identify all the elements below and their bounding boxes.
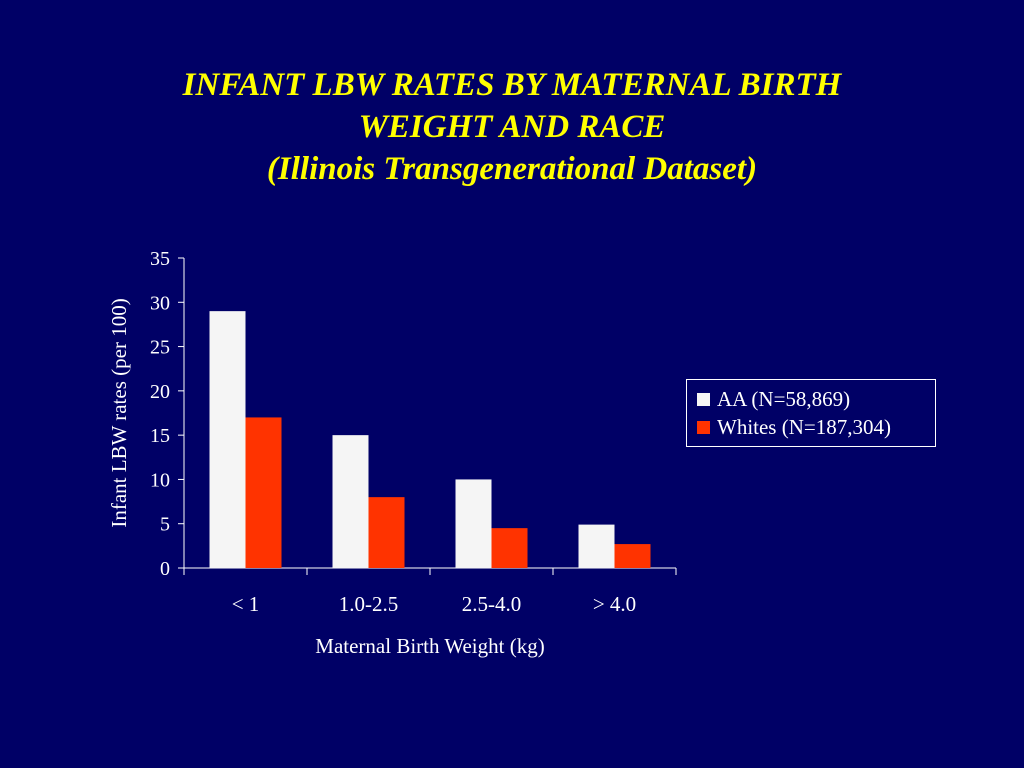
chart-labels: 0 5 10 15 20 25 30 35 < 1 1.0-2.5 2.5-4.0 > 4.0 Mate… <box>107 248 636 658</box>
x-axis-title: Maternal Birth Weight (kg) <box>315 634 544 658</box>
bar-whites <box>491 528 528 568</box>
slide-title: INFANT LBW RATES BY MATERNAL BIRTH WEIGH… <box>0 64 1024 190</box>
x-tick-label: > 4.0 <box>593 592 636 616</box>
legend-item-aa: AA (N=58,869) <box>697 386 850 412</box>
x-tick-label: 2.5-4.0 <box>462 592 522 616</box>
bar-whites <box>245 417 282 568</box>
legend-swatch-whites <box>697 421 710 434</box>
y-axis-title: Infant LBW rates (per 100) <box>107 298 131 527</box>
chart-legend: AA (N=58,869) Whites (N=187,304) <box>686 379 936 447</box>
title-line-3: (Illinois Transgenerational Dataset) <box>266 151 758 187</box>
y-tick-label: 20 <box>150 381 170 403</box>
title-line-2: WEIGHT AND RACE <box>358 109 666 145</box>
y-tick-label: 10 <box>150 469 170 491</box>
bar-aa <box>455 479 492 568</box>
y-tick-label: 35 <box>150 248 170 270</box>
bar-aa <box>209 311 246 568</box>
bar-whites <box>368 497 405 568</box>
y-tick-label: 5 <box>160 514 170 536</box>
chart-bars <box>209 311 651 568</box>
title-line-1: INFANT LBW RATES BY MATERNAL BIRTH <box>182 67 842 103</box>
y-tick-label: 0 <box>160 558 170 580</box>
y-tick-label: 25 <box>150 337 170 359</box>
x-tick-label: 1.0-2.5 <box>339 592 399 616</box>
x-tick-label: < 1 <box>232 592 260 616</box>
legend-label-whites: Whites (N=187,304) <box>717 415 891 439</box>
legend-label-aa: AA (N=58,869) <box>717 387 851 411</box>
y-tick-label: 30 <box>150 292 170 314</box>
legend-item-whites: Whites (N=187,304) <box>697 414 891 440</box>
bar-aa <box>578 524 615 568</box>
bar-aa <box>332 435 369 568</box>
legend-swatch-aa <box>697 393 710 406</box>
bar-whites <box>614 544 651 568</box>
y-tick-label: 15 <box>150 425 170 447</box>
